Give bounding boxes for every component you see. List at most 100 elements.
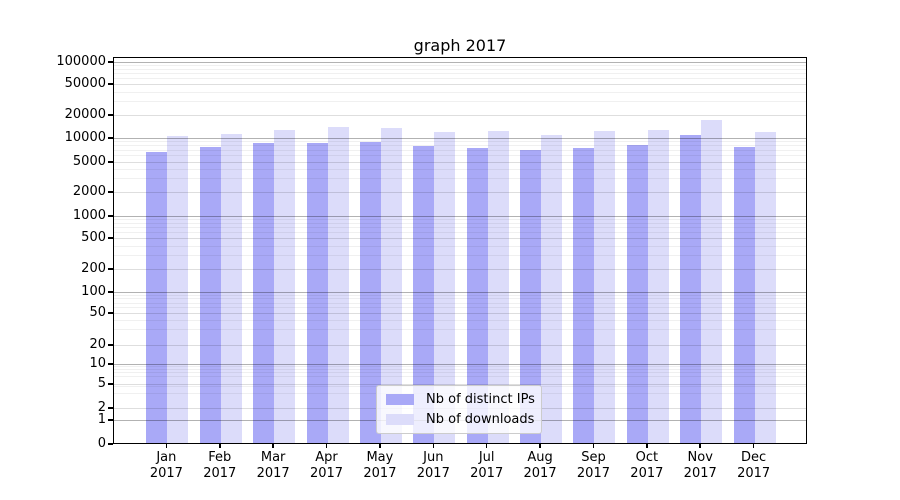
y-tick-label: 200: [81, 261, 106, 276]
bar-distinct-ips-aug: [520, 150, 542, 443]
legend-row-distinct-ips: Nb of distinct IPs: [386, 392, 535, 407]
legend-label-downloads: Nb of downloads: [426, 412, 535, 427]
y-tick-mark: [108, 61, 113, 63]
plot-area: Nb of distinct IPs Nb of downloads: [113, 57, 807, 444]
y-tick-label: 20: [89, 337, 106, 352]
bar-downloads-jan: [167, 136, 189, 443]
gridline: [114, 154, 806, 156]
bar-distinct-ips-nov: [680, 135, 702, 443]
y-tick-mark: [108, 191, 113, 193]
bar-downloads-nov: [701, 119, 723, 443]
y-tick-mark: [108, 419, 113, 421]
bar-downloads-sep: [594, 131, 616, 443]
gridline: [114, 178, 806, 180]
bar-distinct-ips-jul: [466, 147, 488, 443]
y-tick-label: 100000: [56, 54, 106, 69]
legend-label-distinct-ips: Nb of distinct IPs: [426, 392, 535, 407]
x-tick-label: Jun 2017: [416, 450, 450, 481]
x-tick-label: May 2017: [363, 450, 397, 481]
bar-downloads-aug: [541, 134, 563, 443]
gridline: [114, 64, 806, 66]
gridline: [114, 68, 806, 70]
y-tick-label: 50000: [64, 76, 106, 91]
bar-downloads-jul: [487, 131, 509, 443]
gridline: [114, 363, 806, 365]
bar-distinct-ips-jun: [413, 146, 435, 443]
x-tick-mark: [485, 444, 488, 448]
bar-downloads-may: [380, 127, 402, 443]
y-tick-label: 1: [97, 412, 106, 427]
y-tick-mark: [108, 363, 113, 365]
x-tick-mark: [325, 444, 328, 448]
y-tick-label: 2: [97, 400, 106, 415]
y-tick-label: 2000: [72, 184, 106, 199]
gridline: [114, 291, 806, 293]
y-tick-label: 20000: [64, 107, 106, 122]
x-tick-mark: [432, 444, 435, 448]
bar-distinct-ips-mar: [253, 143, 275, 443]
chart-title: graph 2017: [413, 36, 507, 55]
y-tick-mark: [108, 114, 113, 116]
bar-downloads-jun: [434, 131, 456, 443]
gridline: [114, 383, 806, 385]
bar-downloads-mar: [274, 129, 296, 443]
y-tick-label: 50: [89, 305, 106, 320]
x-tick-mark: [379, 444, 381, 448]
x-tick-mark: [219, 444, 221, 448]
gridline: [114, 255, 806, 257]
gridline: [114, 78, 806, 80]
gridline: [114, 344, 806, 346]
y-tick-label: 1000: [72, 208, 106, 223]
gridline: [114, 61, 806, 63]
x-tick-label: Nov 2017: [683, 450, 717, 481]
gridline: [114, 149, 806, 151]
legend-row-downloads: Nb of downloads: [386, 412, 535, 427]
gridline: [114, 245, 806, 247]
x-tick-label: Sep 2017: [576, 450, 610, 481]
x-tick-label: Dec 2017: [737, 450, 771, 481]
gridline: [114, 320, 806, 322]
y-tick-mark: [108, 137, 113, 139]
y-tick-label: 10: [89, 356, 106, 371]
gridline: [114, 298, 806, 300]
gridline: [114, 137, 806, 139]
legend-swatch-distinct-ips: [386, 394, 414, 405]
x-tick-label: Jul 2017: [470, 450, 504, 481]
bar-distinct-ips-feb: [199, 147, 221, 443]
y-tick-mark: [108, 344, 113, 346]
y-tick-label: 100: [81, 284, 106, 299]
y-tick-label: 500: [81, 230, 106, 245]
gridline: [114, 141, 806, 143]
gridline: [114, 215, 806, 217]
y-tick-mark: [108, 407, 113, 409]
gridline: [114, 368, 806, 370]
y-tick-mark: [108, 215, 113, 217]
gridline: [114, 307, 806, 309]
bar-distinct-ips-sep: [573, 148, 595, 443]
gridline: [114, 73, 806, 75]
x-tick-mark: [646, 444, 648, 448]
gridline: [114, 91, 806, 93]
bar-downloads-apr: [327, 126, 349, 443]
bar-distinct-ips-apr: [306, 142, 328, 443]
y-tick-mark: [108, 83, 113, 85]
bar-distinct-ips-may: [359, 141, 381, 443]
gridline: [114, 101, 806, 103]
y-tick-label: 0: [97, 436, 106, 451]
legend-swatch-downloads: [386, 414, 414, 425]
gridline: [114, 168, 806, 170]
bar-downloads-oct: [647, 130, 669, 443]
bar-downloads-feb: [220, 134, 242, 443]
x-tick-mark: [592, 444, 595, 448]
x-tick-mark: [165, 444, 168, 448]
gridline: [114, 268, 806, 270]
y-tick-mark: [108, 237, 113, 239]
y-tick-mark: [108, 383, 113, 385]
y-tick-mark: [108, 312, 113, 314]
gridline: [114, 145, 806, 147]
y-tick-mark: [108, 161, 113, 163]
legend: Nb of distinct IPs Nb of downloads: [376, 385, 542, 434]
gridline: [114, 375, 806, 377]
y-tick-label: 5: [97, 376, 106, 391]
